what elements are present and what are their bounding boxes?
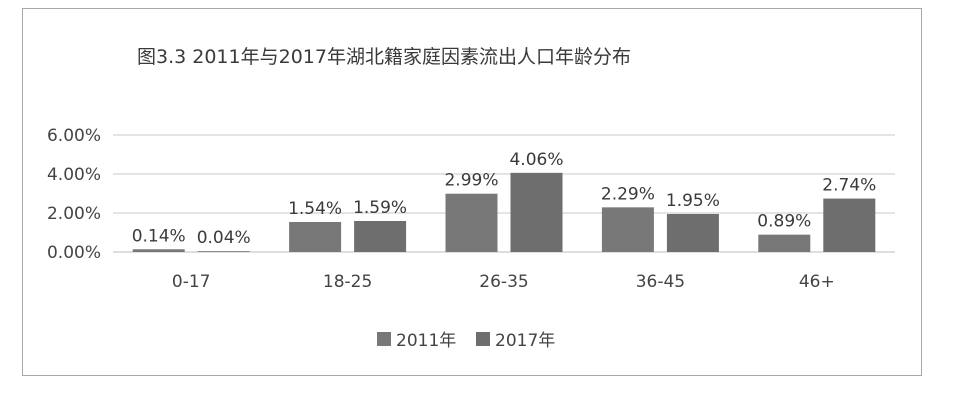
bar-46+-2017年 bbox=[823, 198, 876, 252]
bar-chart: 图3.3 2011年与2017年湖北籍家庭因素流出人口年龄分布 0.00% 2.0… bbox=[47, 46, 895, 351]
bar-0-17-2011年 bbox=[132, 249, 185, 252]
y-tick-label: 0.00% bbox=[47, 243, 101, 263]
bar-46+-2011年 bbox=[758, 234, 811, 252]
data-label: 2.74% bbox=[822, 176, 876, 196]
bar-26-35-2017年 bbox=[510, 172, 563, 252]
legend-label-2011: 2011年 bbox=[396, 331, 456, 351]
legend-label-2017: 2017年 bbox=[495, 331, 555, 351]
y-tick-label: 4.00% bbox=[47, 165, 101, 185]
bar-36-45-2011年 bbox=[601, 207, 654, 252]
data-label: 1.95% bbox=[666, 191, 720, 211]
x-axis-ticks: 0-17 18-25 26-35 36-45 46+ bbox=[172, 272, 835, 292]
y-tick-label: 6.00% bbox=[47, 126, 101, 146]
bar-26-35-2011年 bbox=[445, 193, 498, 252]
bar-18-25-2011年 bbox=[289, 221, 342, 252]
data-labels: 0.14% 0.04% 1.54% 1.59% 2.99% 4.06% 2.29% 1.95%… bbox=[132, 150, 877, 248]
x-tick-label: 18-25 bbox=[323, 272, 372, 292]
y-tick-label: 2.00% bbox=[47, 204, 101, 224]
bar-36-45-2017年 bbox=[666, 213, 719, 252]
data-label: 0.89% bbox=[757, 212, 811, 232]
y-axis-ticks: 0.00% 2.00% 4.00% 6.00% bbox=[47, 126, 101, 263]
data-label: 0.14% bbox=[132, 226, 186, 246]
bar-18-25-2017年 bbox=[354, 220, 407, 252]
legend: 2011年 2017年 bbox=[377, 331, 555, 351]
chart-title: 图3.3 2011年与2017年湖北籍家庭因素流出人口年龄分布 bbox=[137, 46, 631, 68]
legend-swatch-2011 bbox=[377, 332, 391, 346]
x-tick-label: 46+ bbox=[799, 272, 835, 292]
chart-frame: 图3.3 2011年与2017年湖北籍家庭因素流出人口年龄分布 0.00% 2.0… bbox=[22, 8, 922, 376]
data-label: 2.99% bbox=[444, 171, 498, 191]
bars bbox=[132, 172, 876, 252]
x-tick-label: 0-17 bbox=[172, 272, 211, 292]
data-label: 1.54% bbox=[288, 199, 342, 219]
data-label: 2.29% bbox=[601, 184, 655, 204]
data-label: 1.59% bbox=[353, 198, 407, 218]
data-label: 4.06% bbox=[509, 150, 563, 170]
legend-swatch-2017 bbox=[476, 332, 490, 346]
x-tick-label: 36-45 bbox=[636, 272, 685, 292]
data-label: 0.04% bbox=[197, 228, 251, 248]
bar-0-17-2017年 bbox=[197, 251, 250, 252]
x-tick-label: 26-35 bbox=[479, 272, 528, 292]
